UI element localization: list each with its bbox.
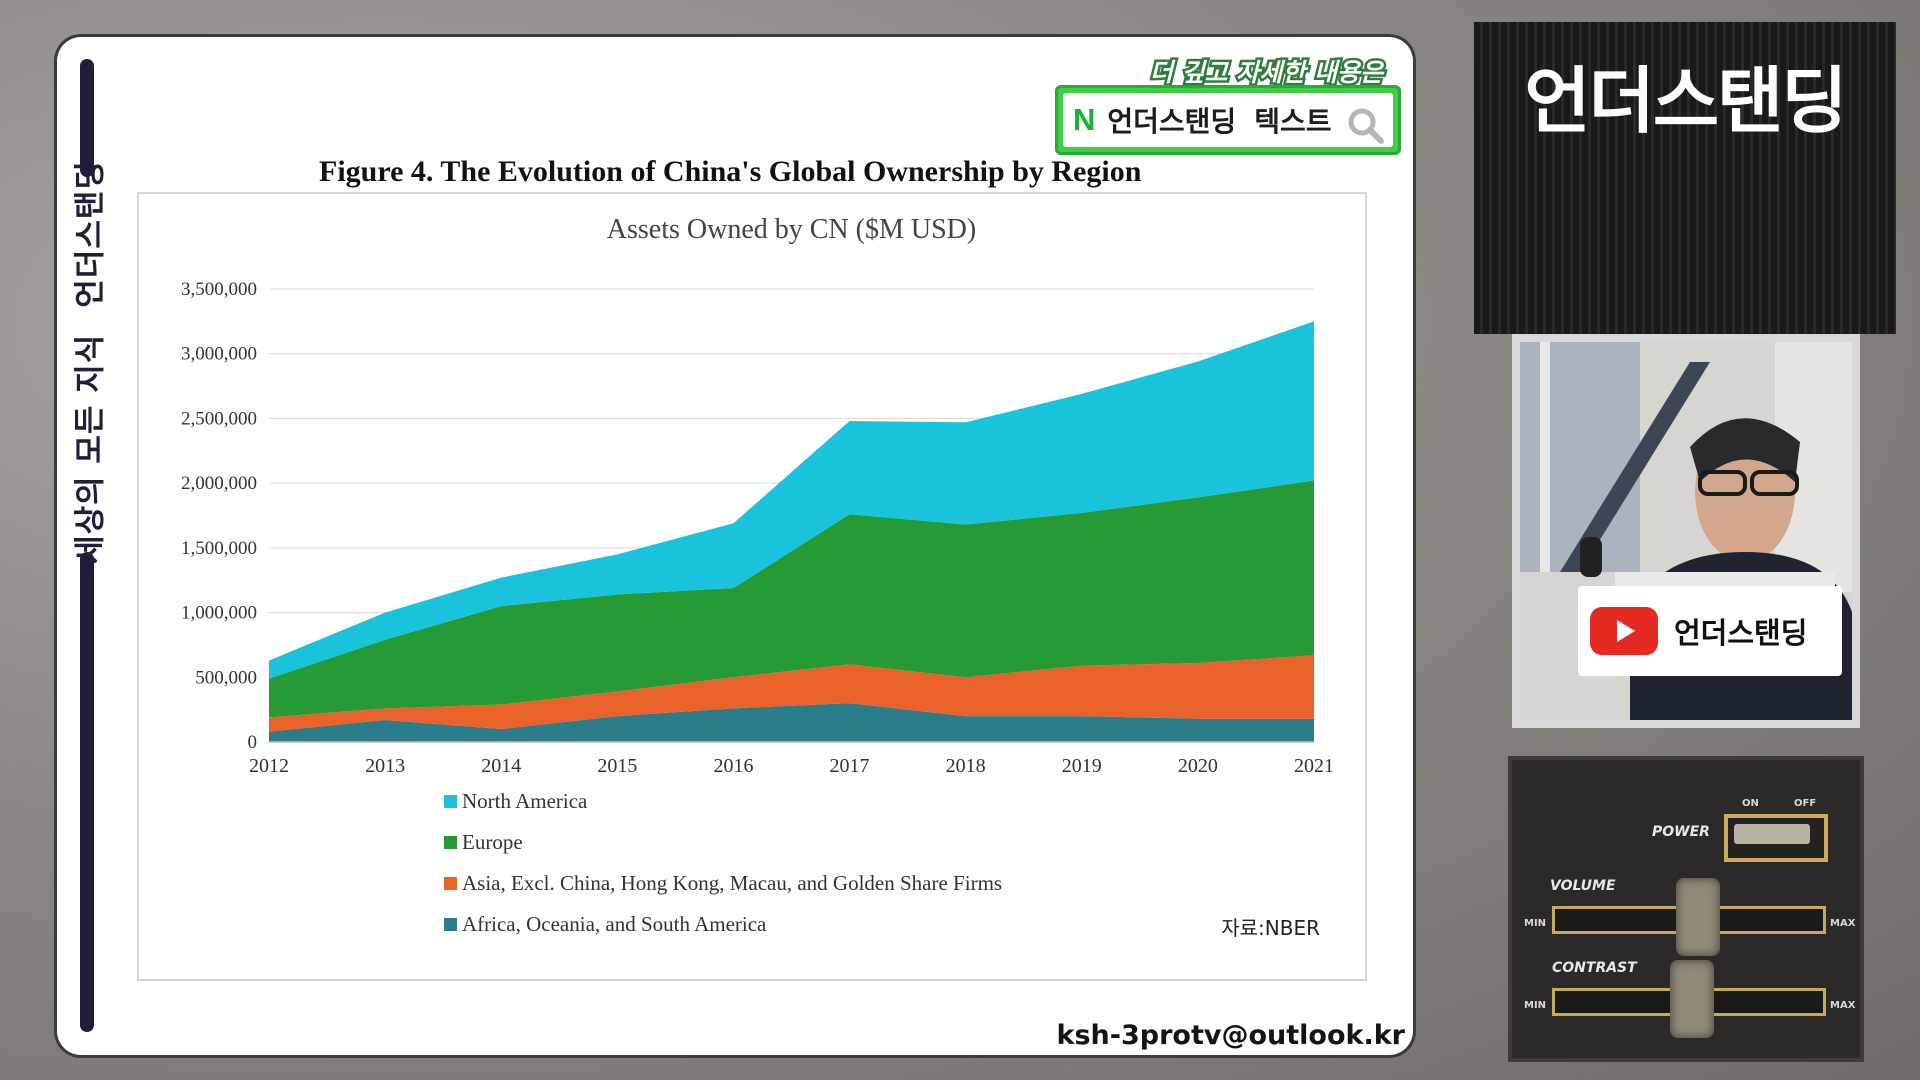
x-tick-label: 2019 bbox=[1062, 755, 1102, 777]
promo-headline: 더 깊고 자세한 내용은 bbox=[1147, 56, 1385, 90]
x-tick-label: 2016 bbox=[713, 755, 753, 777]
area-series-asia-excl-china-hong-kong-macau-and-golden-share-firms bbox=[269, 655, 1314, 732]
presenter-video: 언더스탠딩 bbox=[1512, 334, 1860, 728]
promo-label-1: 언더스탠딩 bbox=[1107, 105, 1237, 138]
y-tick-label: 2,000,000 bbox=[181, 473, 257, 494]
sidebar-bar-bottom bbox=[80, 552, 94, 1032]
x-tick-label: 2018 bbox=[946, 755, 986, 777]
on-label: ON bbox=[1742, 798, 1759, 809]
legend-swatch bbox=[444, 836, 457, 849]
right-panel: 언더스탠딩 언더스탠딩 ON OF bbox=[1474, 22, 1896, 1080]
figure-title: Figure 4. The Evolution of China's Globa… bbox=[319, 155, 1142, 188]
promo-search-box[interactable]: N 언더스탠딩 텍스트 bbox=[1055, 85, 1401, 155]
legend-entry: Asia, Excl. China, Hong Kong, Macau, and… bbox=[462, 871, 1002, 895]
y-tick-label: 3,000,000 bbox=[181, 344, 257, 365]
area-series-europe bbox=[269, 480, 1314, 718]
source-note: 자료:NBER bbox=[1221, 916, 1320, 940]
y-tick-label: 1,500,000 bbox=[181, 538, 257, 559]
brand-title: 언더스탠딩 bbox=[1524, 59, 1847, 143]
youtube-badge[interactable]: 언더스탠딩 bbox=[1578, 586, 1842, 676]
area-series-north-america bbox=[269, 321, 1314, 679]
legend-swatch bbox=[444, 877, 457, 890]
volume-slider-knob[interactable] bbox=[1676, 878, 1720, 956]
chart-title: Assets Owned by CN ($M USD) bbox=[607, 214, 976, 245]
retro-control-panel: ON OFF POWER VOLUME MIN MAX CONTRAST MIN… bbox=[1508, 756, 1864, 1062]
search-icon[interactable] bbox=[1345, 105, 1385, 145]
promo-label: 언더스탠딩 텍스트 bbox=[1107, 100, 1331, 140]
slide-card: 세상의 모든 지식 언더스탠딩 더 깊고 자세한 내용은 N 언더스탠딩 텍스트 F… bbox=[57, 37, 1413, 1055]
y-tick-label: 3,500,000 bbox=[181, 279, 257, 300]
sidebar-vertical-text: 세상의 모든 지식 언더스탠딩 bbox=[65, 160, 110, 564]
volume-label: VOLUME bbox=[1550, 878, 1616, 894]
area-chart: Assets Owned by CN ($M USD) 0 500,000 1,000… bbox=[181, 214, 1334, 940]
power-switch[interactable] bbox=[1724, 814, 1828, 862]
promo-banner[interactable]: 더 깊고 자세한 내용은 N 언더스탠딩 텍스트 bbox=[1055, 51, 1401, 163]
y-tick-label: 2,500,000 bbox=[181, 408, 257, 429]
sidebar-text-part2: 언더스탠딩 bbox=[72, 160, 109, 308]
naver-logo-icon: N bbox=[1073, 102, 1096, 137]
contrast-max-label: MAX bbox=[1830, 1000, 1856, 1011]
off-label: OFF bbox=[1794, 798, 1817, 809]
x-tick-label: 2014 bbox=[481, 755, 521, 777]
area-series-africa-oceania-and-south-america bbox=[269, 703, 1314, 742]
chart-frame: Assets Owned by CN ($M USD) 0 500,000 1,000… bbox=[137, 192, 1367, 981]
sidebar-text-part1: 세상의 모든 지식 bbox=[72, 333, 109, 564]
legend-swatch bbox=[444, 918, 457, 931]
legend-entry: Europe bbox=[462, 830, 523, 854]
x-tick-label: 2020 bbox=[1178, 755, 1218, 777]
volume-max-label: MAX bbox=[1830, 918, 1856, 929]
x-tick-label: 2013 bbox=[365, 755, 405, 777]
brand-panel: 언더스탠딩 bbox=[1474, 22, 1896, 334]
x-tick-label: 2021 bbox=[1294, 755, 1334, 777]
x-tick-label: 2017 bbox=[830, 755, 870, 777]
contact-email: ksh-3protv@outlook.kr bbox=[1056, 1020, 1405, 1051]
youtube-logo-icon bbox=[1590, 607, 1658, 655]
contrast-min-label: MIN bbox=[1524, 1000, 1547, 1011]
presenter-image: 언더스탠딩 bbox=[1520, 342, 1852, 720]
y-tick-label: 1,000,000 bbox=[181, 603, 257, 624]
youtube-channel-name: 언더스탠딩 bbox=[1674, 616, 1808, 650]
x-tick-label: 2015 bbox=[597, 755, 637, 777]
promo-label-2: 텍스트 bbox=[1254, 105, 1332, 138]
legend-entry: North America bbox=[462, 789, 588, 813]
contrast-slider-knob[interactable] bbox=[1670, 960, 1714, 1038]
contrast-label: CONTRAST bbox=[1552, 960, 1637, 976]
legend-swatch bbox=[444, 795, 457, 808]
y-tick-label: 0 bbox=[248, 732, 258, 753]
volume-min-label: MIN bbox=[1524, 918, 1547, 929]
sidebar-bar-top bbox=[80, 59, 94, 177]
y-tick-label: 500,000 bbox=[195, 667, 257, 688]
legend-entry: Africa, Oceania, and South America bbox=[462, 912, 767, 936]
power-label: POWER bbox=[1652, 824, 1710, 840]
x-tick-label: 2012 bbox=[249, 755, 289, 777]
